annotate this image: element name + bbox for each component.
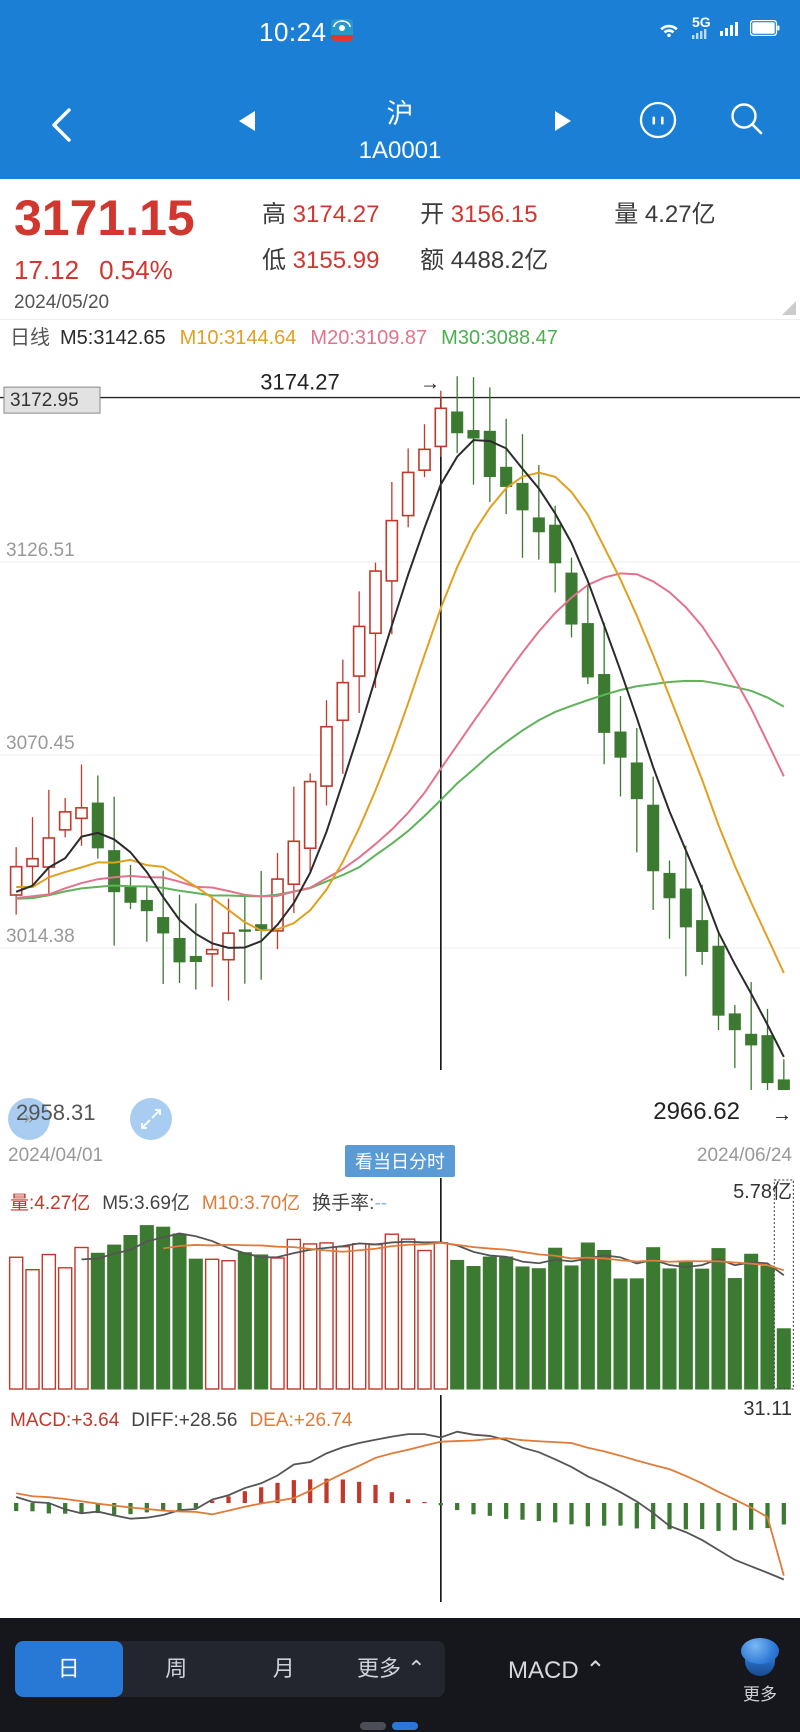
- svg-text:3126.51: 3126.51: [6, 540, 75, 561]
- svg-text:→: →: [420, 373, 440, 395]
- svg-text:3070.45: 3070.45: [6, 733, 75, 754]
- svg-text:3172.95: 3172.95: [10, 390, 79, 411]
- svg-text:3174.27: 3174.27: [260, 370, 340, 395]
- svg-text:3014.38: 3014.38: [6, 926, 75, 947]
